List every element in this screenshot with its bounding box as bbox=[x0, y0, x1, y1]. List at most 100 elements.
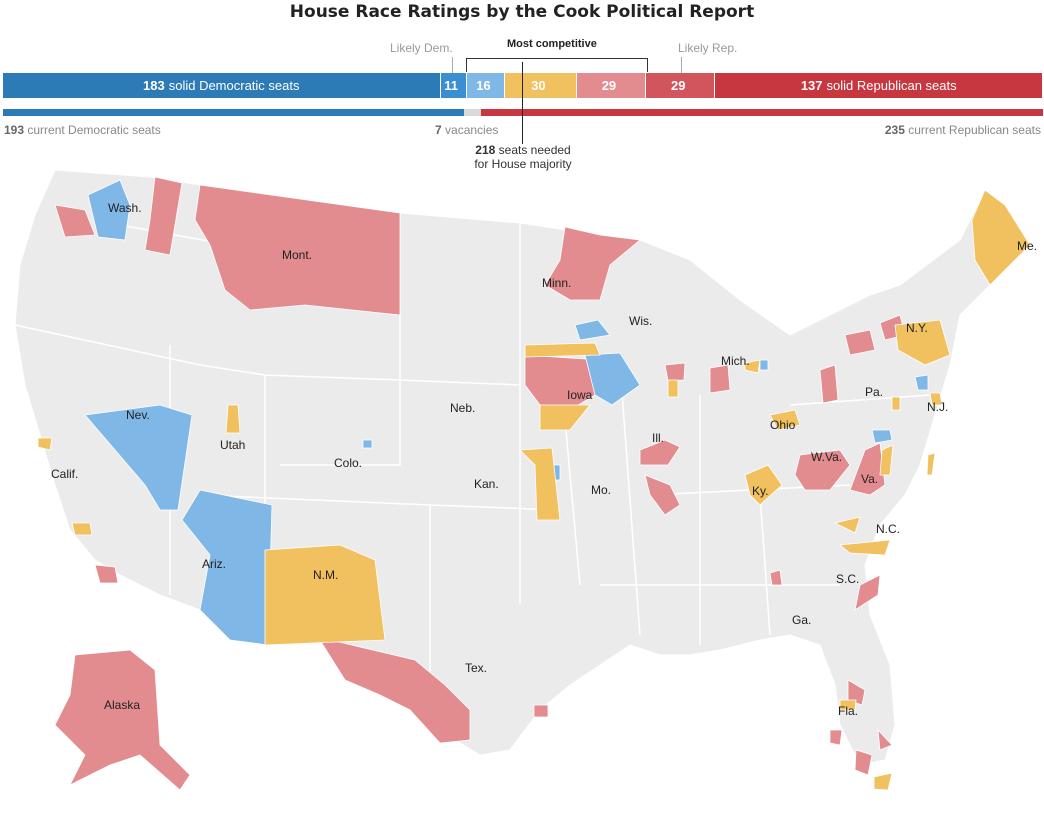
state-label-utah: Utah bbox=[220, 438, 245, 452]
state-label-ariz: Ariz. bbox=[202, 557, 226, 571]
state-label-ga: Ga. bbox=[792, 613, 811, 627]
district-fla-central bbox=[839, 699, 857, 711]
tossup-count: 30 bbox=[531, 78, 546, 93]
current-rep-label: 235 current Republican seats bbox=[885, 123, 1041, 137]
district-kan bbox=[519, 447, 561, 521]
majority-line bbox=[522, 62, 523, 144]
lean-dem-districts bbox=[84, 179, 929, 646]
majority-text-2: for House majority bbox=[474, 157, 572, 171]
district-ind bbox=[664, 362, 686, 382]
solid-dem-count: 183 bbox=[143, 78, 165, 93]
district-fla-east bbox=[877, 728, 893, 751]
district-mich-mid bbox=[744, 359, 761, 374]
district-wva bbox=[794, 449, 851, 491]
current-dem-text: current Democratic seats bbox=[27, 123, 161, 137]
district-ga-central bbox=[769, 569, 783, 586]
district-fla-south bbox=[854, 749, 873, 776]
district-calif-socal bbox=[71, 522, 93, 536]
district-ky bbox=[744, 464, 783, 506]
district-fla-south-tip bbox=[873, 772, 893, 791]
district-va bbox=[849, 442, 886, 496]
state-label-nm: N.M. bbox=[313, 568, 338, 582]
likely-dem-count: 11 bbox=[444, 78, 459, 93]
vacancies-count: 7 bbox=[435, 123, 442, 137]
bar-segment-lean-dem: 16 bbox=[466, 73, 506, 98]
district-utah bbox=[225, 404, 241, 434]
state-label-ky: Ky. bbox=[752, 484, 768, 498]
district-fla-north bbox=[847, 679, 866, 706]
district-me bbox=[971, 189, 1031, 286]
state-label-ny: N.Y. bbox=[906, 321, 928, 335]
solid-rep-count: 137 bbox=[800, 78, 823, 93]
majority-count: 218 bbox=[475, 143, 496, 157]
state-label-tex: Tex. bbox=[465, 661, 487, 675]
district-wash-east bbox=[144, 176, 183, 256]
chart-title: House Race Ratings by the Cook Political… bbox=[289, 2, 755, 22]
current-rep-text: current Republican seats bbox=[908, 123, 1041, 137]
bar-segment-lean-rep: 29 bbox=[576, 73, 647, 98]
bar-segment-solid-rep: 137 solid Republican seats bbox=[715, 73, 1043, 98]
district-colo bbox=[362, 439, 373, 449]
district-wash-west bbox=[54, 204, 96, 238]
district-va-central bbox=[879, 444, 894, 476]
district-alaska bbox=[54, 649, 191, 791]
state-label-neb: Neb. bbox=[450, 401, 475, 415]
state-label-nj: N.J. bbox=[927, 400, 948, 414]
lean-rep-count: 29 bbox=[601, 78, 617, 93]
district-pa-west bbox=[819, 364, 839, 404]
district-nj bbox=[914, 374, 929, 391]
state-label-mont: Mont. bbox=[282, 248, 312, 262]
likely-rep-tick bbox=[681, 57, 682, 73]
state-label-mich: Mich. bbox=[721, 354, 750, 368]
current-vacancies-bar bbox=[464, 109, 482, 116]
solid-dem-text: solid Democratic seats bbox=[168, 78, 300, 93]
district-iowa-south bbox=[539, 404, 591, 431]
district-ohio bbox=[769, 409, 801, 431]
current-dem-bar bbox=[3, 109, 465, 116]
district-va-east bbox=[926, 452, 936, 476]
bar-segment-likely-rep: 29 bbox=[646, 73, 716, 98]
district-wis bbox=[574, 319, 611, 341]
district-sc-coast bbox=[854, 574, 881, 611]
state-label-ohio: Ohio bbox=[770, 418, 796, 432]
district-tex-houston bbox=[533, 704, 549, 718]
state-label-fla: Fla. bbox=[838, 704, 858, 718]
current-rep-bar bbox=[481, 109, 1043, 116]
state-label-wva: W.Va. bbox=[811, 450, 842, 464]
likely-rep-label: Likely Rep. bbox=[678, 41, 738, 55]
district-fla-west bbox=[829, 729, 843, 746]
state-label-nev: Nev. bbox=[126, 408, 150, 422]
state-label-va: Va. bbox=[861, 472, 878, 486]
current-dem-count: 193 bbox=[4, 123, 25, 137]
district-mo-east bbox=[644, 474, 681, 516]
district-mont bbox=[194, 184, 401, 316]
solid-rep-text: solid Republican seats bbox=[826, 78, 957, 93]
bar-segment-likely-dem: 11 bbox=[440, 73, 467, 98]
district-wash-central bbox=[87, 179, 131, 241]
state-label-nc: N.C. bbox=[876, 522, 900, 536]
state-label-colo: Colo. bbox=[334, 456, 362, 470]
likely-dem-tick bbox=[452, 57, 453, 73]
state-label-iowa: Iowa bbox=[567, 388, 593, 402]
state-label-me: Me. bbox=[1017, 239, 1037, 253]
district-nc-west bbox=[833, 516, 861, 534]
most-competitive-bracket bbox=[466, 58, 648, 72]
district-mich-east bbox=[759, 359, 769, 371]
state-label-pa: Pa. bbox=[865, 385, 883, 399]
likely-rep-count: 29 bbox=[671, 78, 686, 93]
state-label-wis: Wis. bbox=[629, 314, 652, 328]
vacancies-label: 7 vacancies bbox=[435, 123, 498, 137]
district-minn bbox=[544, 226, 641, 301]
district-mich-south bbox=[709, 364, 731, 394]
district-pa-east bbox=[891, 396, 901, 411]
state-label-kan: Kan. bbox=[474, 477, 499, 491]
district-va-north bbox=[871, 429, 893, 444]
most-competitive-label: Most competitive bbox=[507, 38, 597, 50]
district-minn-south bbox=[524, 342, 601, 358]
state-label-wash: Wash. bbox=[108, 201, 142, 215]
current-dem-label: 193 current Democratic seats bbox=[4, 123, 161, 137]
district-ill-north bbox=[667, 379, 679, 398]
district-calif-central bbox=[37, 437, 53, 451]
district-tex-west bbox=[317, 636, 471, 744]
district-ny-central bbox=[894, 319, 951, 366]
